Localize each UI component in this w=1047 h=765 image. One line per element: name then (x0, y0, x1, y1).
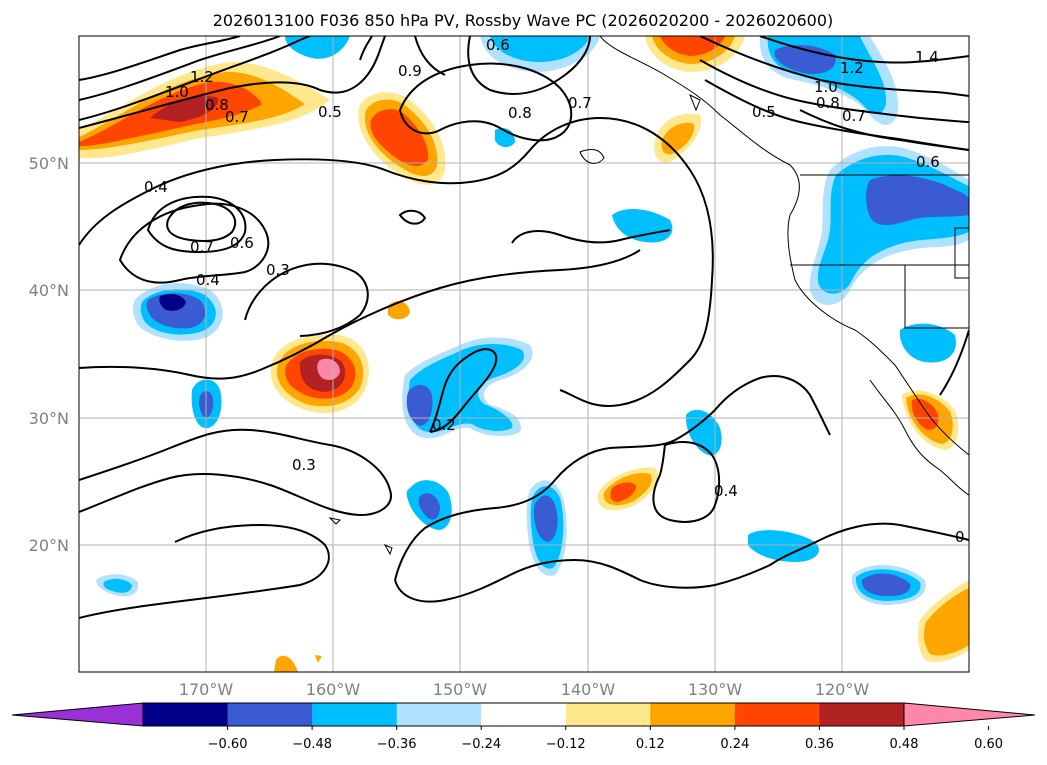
colorbar-segment (481, 703, 567, 726)
coastline (328, 36, 969, 556)
colorbar-segment (734, 703, 820, 726)
lat-label-40n: 40°N (29, 281, 69, 300)
lon-label-120w: 120°W (815, 680, 870, 699)
contour-label: 0 (955, 528, 965, 546)
colorbar-tick-label: 0.12 (636, 737, 665, 752)
contour-label: 1.0 (814, 78, 838, 96)
negative-anomaly-north (285, 36, 350, 59)
contour-label: 0.7 (842, 107, 866, 125)
contour-label: 0.8 (508, 104, 532, 122)
lat-label-50n: 50°N (29, 154, 69, 173)
colorbar-tick-label: −0.12 (546, 737, 586, 752)
contour-label: 1.2 (840, 59, 864, 77)
colorbar-tick-label: −0.24 (461, 737, 501, 752)
contour-label: 0.4 (714, 482, 738, 500)
contour-label: 1.4 (915, 48, 939, 66)
contour-label: 0.3 (292, 456, 316, 474)
contour-label: 0.6 (230, 234, 254, 252)
colorbar: −0.60 −0.48 −0.36 −0.24 −0.12 0.12 0.24 0.36 0.4… (11, 702, 1036, 752)
contour-label: 0.9 (398, 62, 422, 80)
pv-shading (79, 36, 969, 672)
colorbar-frame (142, 702, 905, 727)
colorbar-segment (227, 703, 313, 726)
colorbar-segment (396, 703, 482, 726)
colorbar-ticks: −0.60 −0.48 −0.36 −0.24 −0.12 0.12 0.24 0.36 0.4… (208, 726, 1003, 752)
contour-label: 0.8 (205, 96, 229, 114)
contour-label: 1.0 (165, 83, 189, 101)
colorbar-tick-label: 0.36 (805, 737, 834, 752)
lon-label-160w: 160°W (306, 680, 361, 699)
colorbar-segments (143, 703, 905, 726)
pv-contours (79, 36, 969, 619)
colorbar-tick-label: 0.60 (974, 737, 1003, 752)
colorbar-segment (819, 703, 905, 726)
colorbar-min-extension (11, 702, 144, 727)
contour-label: 0.7 (568, 94, 592, 112)
map-frame (78, 35, 970, 673)
colorbar-segment (312, 703, 398, 726)
contour-labels: 1.2 1.0 0.8 0.7 0.5 0.6 0.9 0.8 0.7 1.4 … (144, 36, 965, 546)
contour-label: 1.2 (190, 68, 214, 86)
lat-label-30n: 30°N (29, 409, 69, 428)
colorbar-segment (650, 703, 736, 726)
contour-label: 0.4 (196, 271, 220, 289)
latitude-labels: 50°N 40°N 30°N 20°N (29, 154, 69, 555)
lat-label-20n: 20°N (29, 536, 69, 555)
longitude-labels: 170°W 160°W 150°W 140°W 130°W 120°W (179, 680, 870, 699)
contour-label: 0.7 (225, 108, 249, 126)
lon-label-130w: 130°W (688, 680, 743, 699)
figure-title: 2026013100 F036 850 hPa PV, Rossby Wave … (213, 11, 834, 30)
contour-label: 0.7 (190, 238, 214, 256)
lon-label-140w: 140°W (561, 680, 616, 699)
lon-label-150w: 150°W (433, 680, 488, 699)
colorbar-max-extension (903, 702, 1036, 727)
contour-label: 0.5 (318, 103, 342, 121)
gridlines (79, 36, 969, 672)
contour-label: 0.3 (266, 261, 290, 279)
contour-label: 0.6 (916, 153, 940, 171)
lon-label-170w: 170°W (179, 680, 234, 699)
contour-label: 0.2 (432, 416, 456, 434)
contour-label: 0.4 (144, 178, 168, 196)
colorbar-tick-label: −0.36 (377, 737, 417, 752)
contour-label: 0.5 (752, 103, 776, 121)
colorbar-tick-label: 0.48 (890, 737, 919, 752)
map-panel: 1.2 1.0 0.8 0.7 0.5 0.6 0.9 0.8 0.7 1.4 … (78, 35, 970, 673)
colorbar-segment (565, 703, 651, 726)
north-america-coast (599, 36, 969, 456)
colorbar-tick-label: 0.24 (720, 737, 749, 752)
colorbar-tick-label: −0.48 (292, 737, 332, 752)
contour-label: 0.8 (816, 94, 840, 112)
colorbar-segment (143, 703, 229, 726)
contour-label: 0.6 (486, 36, 510, 54)
colorbar-tick-label: −0.60 (208, 737, 248, 752)
